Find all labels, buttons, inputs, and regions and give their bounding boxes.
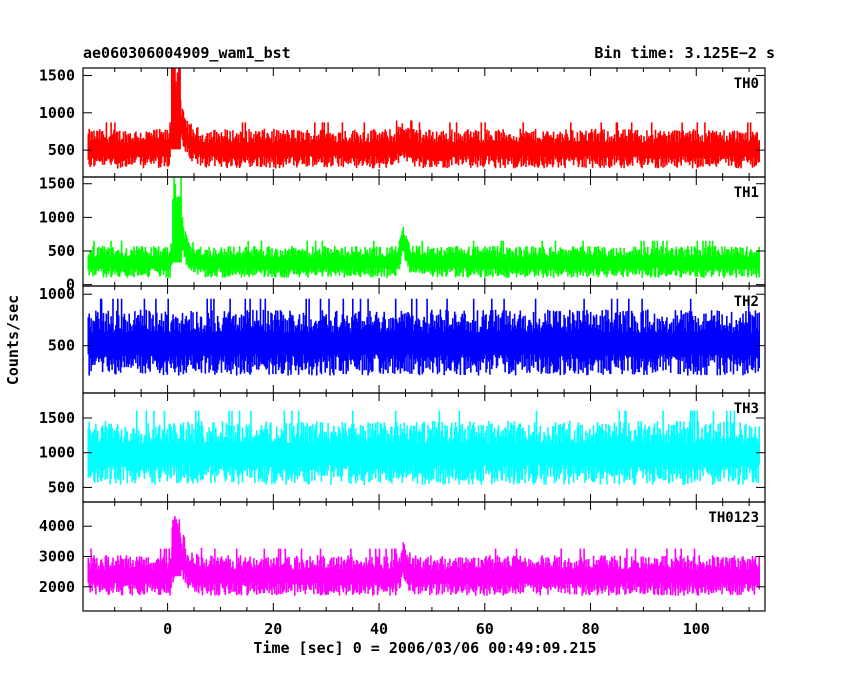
x-axis-label: Time [sec] 0 = 2006/03/06 00:49:09.215 [253,639,596,657]
x-tick-label: 40 [370,620,388,638]
panel-label: TH1 [734,185,759,201]
y-tick-label: 1000 [39,444,75,462]
series-th0 [87,68,760,169]
panel-th2: 500 1000 TH2 [39,285,766,394]
panel-label: TH2 [734,294,759,310]
series-th1 [87,177,760,278]
panel-th3: 500 1000 1500 TH3 [39,392,766,503]
chart-title-left: ae060306004909_wam1_bst [83,44,291,62]
x-tick-label: 0 [163,620,172,638]
panel-th0123: 2000 3000 4000 TH0123 [39,501,766,612]
y-tick-label: 3000 [39,548,75,566]
y-tick-label: 1000 [39,208,75,226]
y-tick-label: 1000 [39,285,75,303]
chart-title-right: Bin time: 3.125E−2 s [594,44,775,62]
panel-label: TH0 [734,76,759,92]
x-tick-label: 60 [476,620,494,638]
y-tick-label: 1500 [39,409,75,427]
y-tick-label: 0 [66,276,75,294]
y-tick-label: 1500 [39,66,75,84]
y-tick-label: 1500 [39,175,75,193]
y-tick-label: 500 [48,337,75,355]
y-axis-label: Counts/sec [4,295,22,385]
panel-label: TH0123 [708,510,759,526]
panel-th1: 0 500 1000 1500 TH1 [39,175,766,294]
y-tick-label: 500 [48,242,75,260]
panel-th0: 500 1000 1500 TH0 [39,66,766,178]
x-tick-label: 80 [582,620,600,638]
x-tick-label: 100 [683,620,710,638]
y-tick-label: 500 [48,141,75,159]
panel-label: TH3 [734,401,759,417]
y-tick-label: 1000 [39,104,75,122]
series-th3 [87,410,760,485]
y-tick-label: 4000 [39,517,75,535]
series-th0123 [87,516,760,596]
y-tick-label: 2000 [39,578,75,596]
y-tick-label: 500 [48,478,75,496]
series-th2 [87,298,760,376]
x-tick-label: 20 [264,620,282,638]
